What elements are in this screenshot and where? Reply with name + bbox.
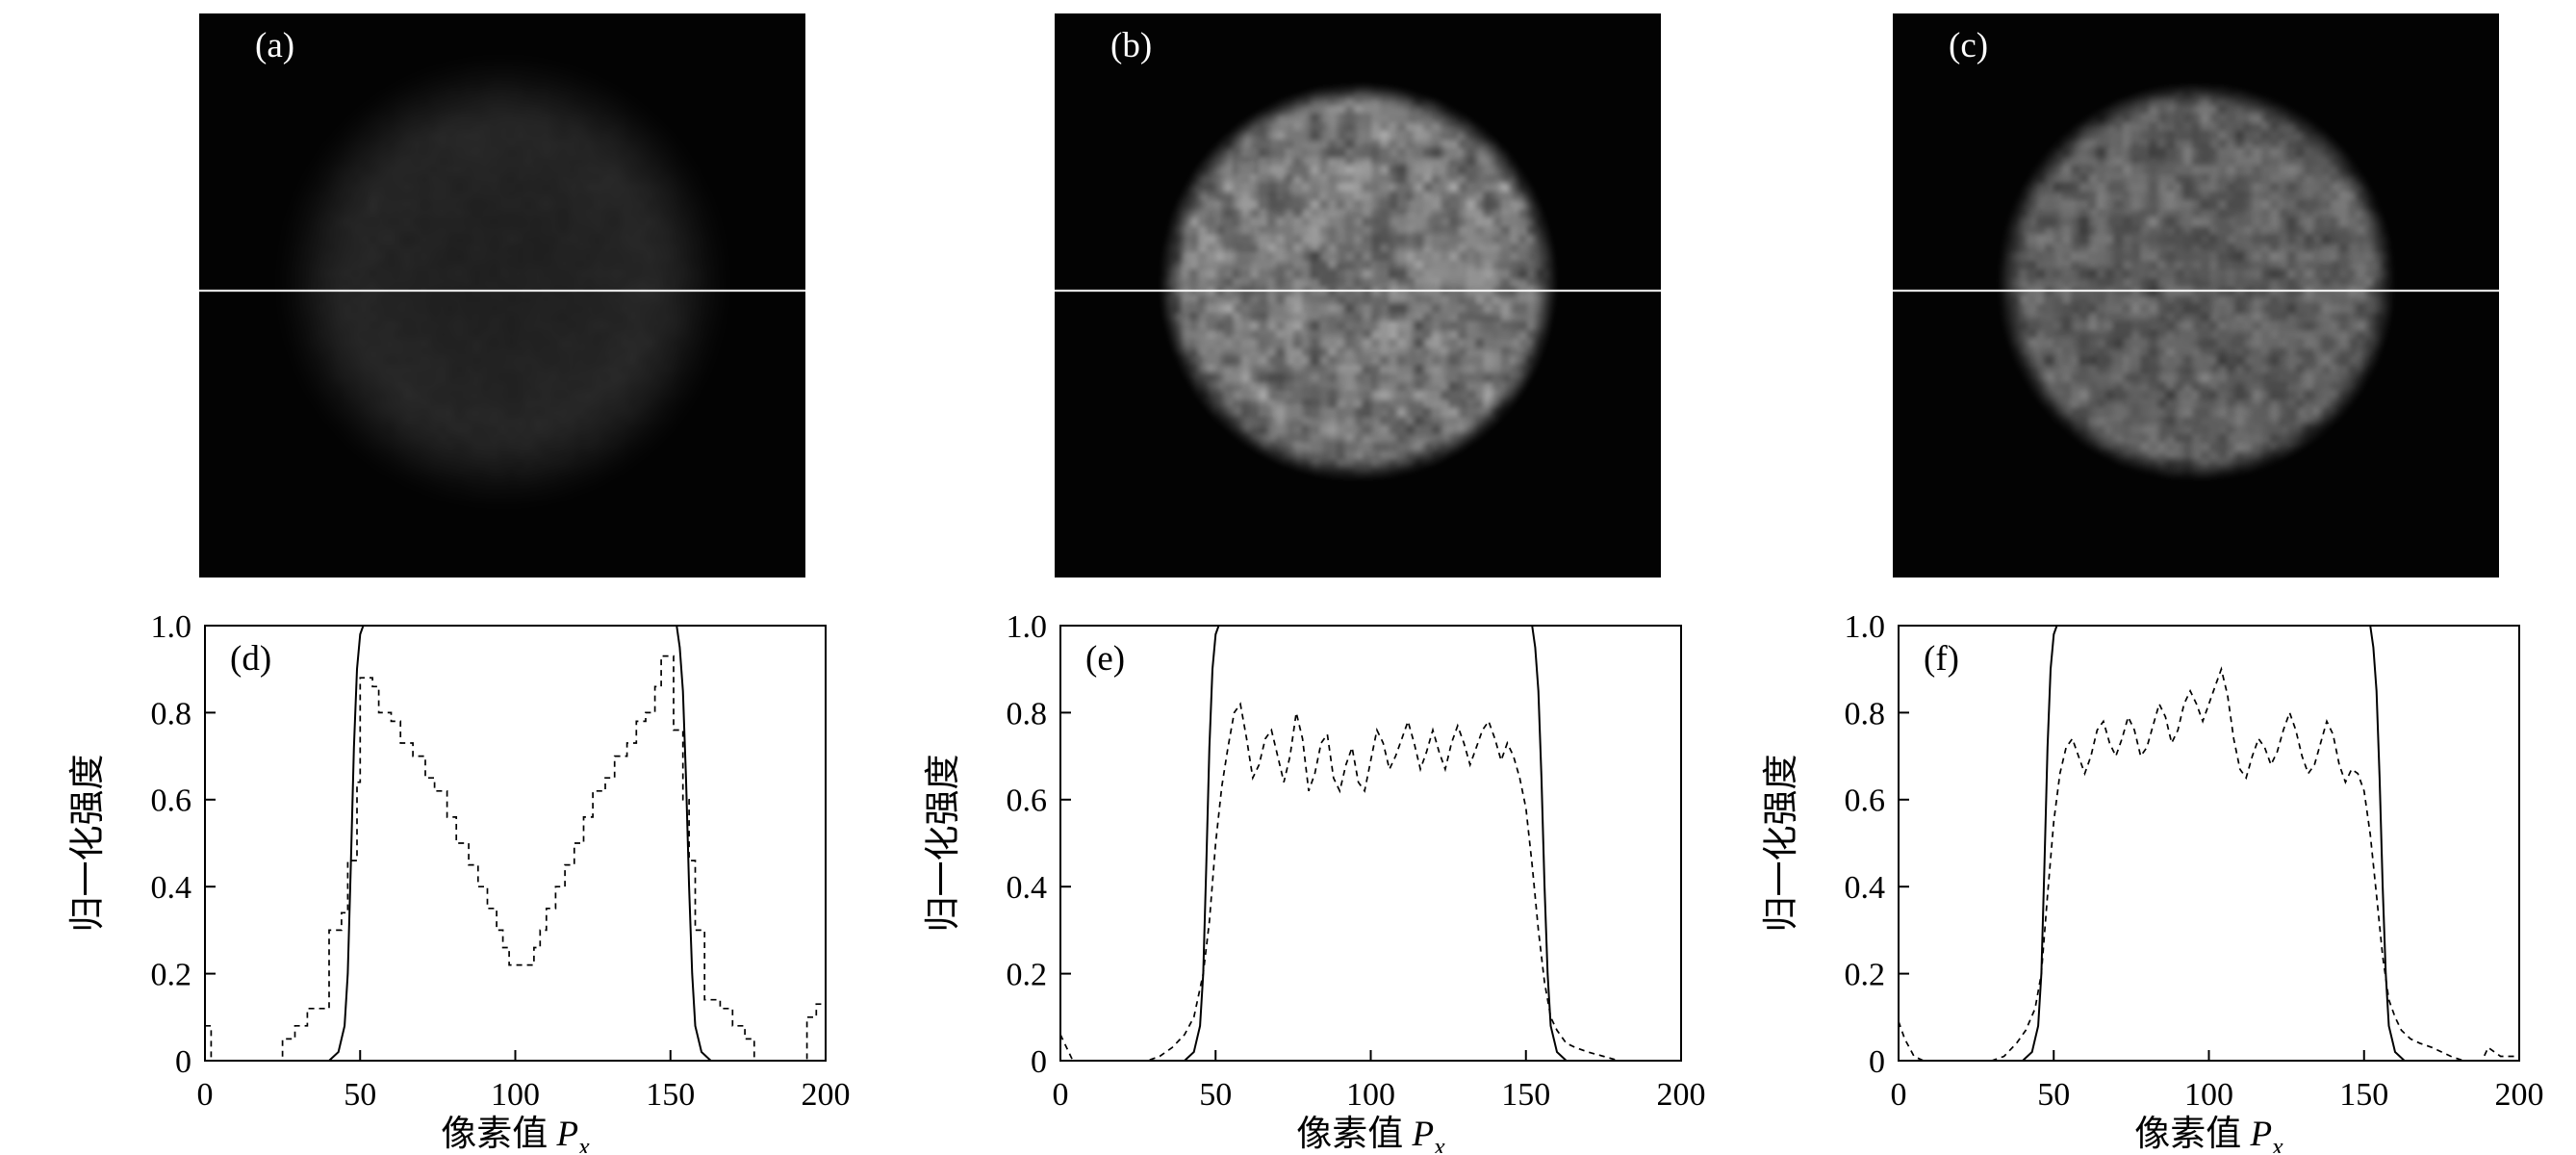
svg-text:0.2: 0.2 bbox=[1007, 958, 1048, 993]
svg-text:150: 150 bbox=[1501, 1077, 1550, 1113]
panel-label-a: (a) bbox=[255, 26, 295, 65]
svg-text:0.4: 0.4 bbox=[1007, 870, 1048, 906]
svg-text:200: 200 bbox=[2495, 1077, 2544, 1113]
beam-image-c bbox=[1893, 13, 2499, 578]
svg-text:200: 200 bbox=[1657, 1077, 1706, 1113]
panel-label-b: (b) bbox=[1110, 26, 1153, 65]
svg-text:0: 0 bbox=[1891, 1077, 1907, 1113]
svg-text:像素值 Px: 像素值 Px bbox=[441, 1115, 590, 1153]
svg-text:0.6: 0.6 bbox=[1007, 783, 1048, 819]
svg-text:100: 100 bbox=[491, 1077, 540, 1113]
svg-text:像素值 Px: 像素值 Px bbox=[1296, 1115, 1445, 1153]
svg-text:归一化强度: 归一化强度 bbox=[923, 755, 963, 933]
svg-text:像素值 Px: 像素值 Px bbox=[2134, 1115, 2283, 1153]
svg-text:归一化强度: 归一化强度 bbox=[67, 755, 108, 933]
beam-image-panel-a: (a) bbox=[199, 13, 805, 578]
svg-text:50: 50 bbox=[344, 1077, 376, 1113]
svg-text:1.0: 1.0 bbox=[1007, 614, 1048, 645]
svg-text:150: 150 bbox=[2339, 1077, 2388, 1113]
svg-text:0.2: 0.2 bbox=[1845, 958, 1886, 993]
beam-image-panel-b: (b) bbox=[1055, 13, 1661, 578]
svg-text:1.0: 1.0 bbox=[151, 614, 192, 645]
svg-text:0: 0 bbox=[1869, 1044, 1885, 1080]
svg-text:0.2: 0.2 bbox=[151, 958, 192, 993]
svg-text:0.8: 0.8 bbox=[151, 696, 192, 732]
svg-text:50: 50 bbox=[2037, 1077, 2070, 1113]
svg-text:0.8: 0.8 bbox=[1007, 696, 1048, 732]
svg-text:0.4: 0.4 bbox=[151, 870, 192, 906]
svg-text:0.6: 0.6 bbox=[1845, 783, 1886, 819]
svg-text:0: 0 bbox=[197, 1077, 214, 1113]
line-chart-d: 0 50 100 150 200 0 0.2 0.4 0.6 0.8 1.0 (d) 归一化强度像素值 … bbox=[67, 614, 851, 1153]
panel-label-c: (c) bbox=[1949, 26, 1989, 65]
svg-text:100: 100 bbox=[1346, 1077, 1395, 1113]
beam-image-b bbox=[1055, 13, 1661, 578]
svg-text:0: 0 bbox=[1031, 1044, 1047, 1080]
beam-image-a bbox=[199, 13, 805, 578]
svg-text:(d): (d) bbox=[230, 639, 271, 679]
svg-text:50: 50 bbox=[1199, 1077, 1232, 1113]
svg-text:归一化强度: 归一化强度 bbox=[1761, 755, 1801, 933]
svg-text:1.0: 1.0 bbox=[1845, 614, 1886, 645]
svg-text:(f): (f) bbox=[1924, 639, 1959, 679]
svg-text:0.6: 0.6 bbox=[151, 783, 192, 819]
line-chart-e: 0 50 100 150 200 0 0.2 0.4 0.6 0.8 1.0 (e) 归一化强度像素值 … bbox=[923, 614, 1706, 1153]
svg-text:0.8: 0.8 bbox=[1845, 696, 1886, 732]
svg-text:0.4: 0.4 bbox=[1845, 870, 1886, 906]
beam-image-panel-c: (c) bbox=[1893, 13, 2499, 578]
svg-text:0: 0 bbox=[1053, 1077, 1069, 1113]
svg-text:(e): (e) bbox=[1085, 639, 1125, 679]
line-chart-f: 0 50 100 150 200 0 0.2 0.4 0.6 0.8 1.0 (f) 归一化强度像素值 … bbox=[1761, 614, 2544, 1153]
svg-text:150: 150 bbox=[646, 1077, 695, 1113]
svg-text:100: 100 bbox=[2184, 1077, 2233, 1113]
svg-text:0: 0 bbox=[175, 1044, 191, 1080]
svg-text:200: 200 bbox=[802, 1077, 851, 1113]
